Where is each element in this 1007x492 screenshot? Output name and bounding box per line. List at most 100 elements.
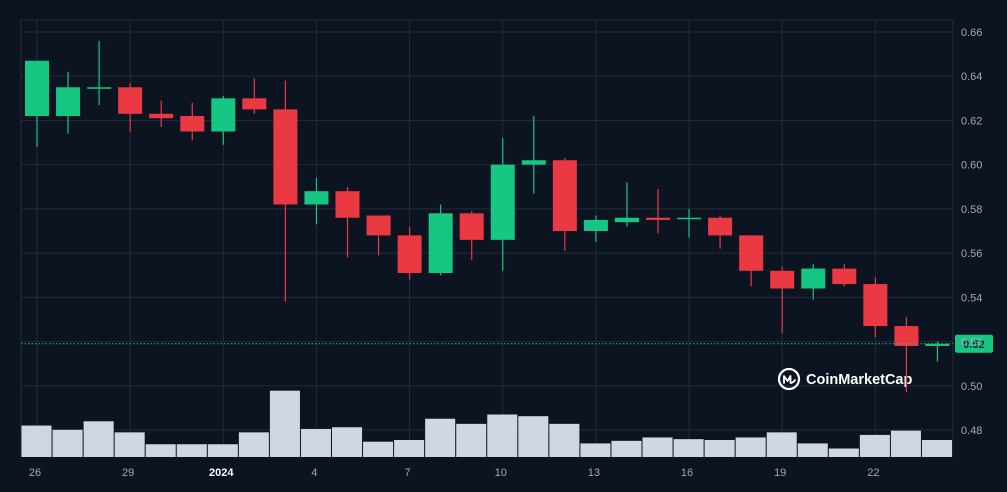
candle-body — [211, 98, 236, 132]
candle-down[interactable] — [459, 211, 484, 260]
volume-bar — [114, 432, 145, 457]
candle-up[interactable] — [614, 182, 639, 227]
candle-down[interactable] — [832, 264, 857, 287]
volume-bar — [145, 444, 176, 457]
volume-bar — [425, 418, 456, 457]
x-tick-label: 16 — [681, 467, 693, 479]
candle-down[interactable] — [770, 266, 795, 333]
x-tick-label: 13 — [588, 467, 600, 479]
candle-up[interactable] — [677, 208, 702, 238]
candle-body — [366, 215, 391, 236]
candle-down[interactable] — [397, 226, 422, 280]
candle-up[interactable] — [304, 177, 329, 225]
candle-up[interactable] — [801, 264, 826, 300]
candle-body — [397, 235, 422, 274]
y-tick-label: 0.54 — [961, 292, 982, 304]
candle-down[interactable] — [149, 100, 174, 128]
candle-down[interactable] — [894, 317, 919, 393]
volume-bar — [207, 444, 238, 457]
candle-body — [304, 191, 329, 205]
candle-body — [242, 98, 267, 110]
candle-down[interactable] — [335, 186, 360, 258]
candle-body — [863, 284, 888, 327]
coinmarketcap-watermark: CoinMarketCap — [777, 367, 912, 391]
volume-bar — [549, 423, 580, 457]
volume-bar — [859, 434, 890, 457]
candle-body — [708, 217, 733, 236]
candle-body — [832, 268, 857, 285]
candle-body — [646, 217, 670, 220]
candle-body — [87, 87, 112, 89]
candle-up[interactable] — [521, 116, 546, 194]
x-tick-label: 29 — [122, 467, 134, 479]
volume-bars — [21, 390, 952, 457]
candle-down[interactable] — [646, 188, 670, 234]
candles — [25, 40, 950, 393]
candle-up[interactable] — [428, 204, 453, 276]
candle-up[interactable] — [583, 215, 608, 243]
candle-up[interactable] — [211, 96, 236, 145]
y-tick-label: 0.60 — [961, 160, 982, 172]
candle-down[interactable] — [863, 277, 888, 338]
candle-down[interactable] — [739, 235, 764, 287]
x-tick-label: 26 — [29, 467, 41, 479]
x-axis: 26 29 2024 4 7 10 13 16 19 22 — [29, 467, 880, 479]
candle-down[interactable] — [118, 82, 143, 132]
volume-bar — [704, 440, 735, 457]
candle-up[interactable] — [490, 138, 515, 271]
volume-bar — [456, 423, 487, 457]
volume-bar — [673, 439, 704, 457]
volume-bar — [363, 441, 394, 457]
candle-body — [801, 268, 826, 289]
candle-body — [428, 213, 453, 274]
candle-down[interactable] — [366, 215, 391, 256]
candle-body — [118, 87, 143, 114]
candle-up[interactable] — [25, 60, 49, 147]
x-tick-label: 19 — [774, 467, 786, 479]
y-tick-label: 0.66 — [961, 27, 982, 39]
y-tick-label: 0.52 — [961, 337, 982, 349]
y-tick-label: 0.58 — [961, 204, 982, 216]
volume-bar — [332, 427, 363, 457]
candle-body — [614, 217, 639, 223]
volume-bar — [611, 440, 642, 457]
candle-down[interactable] — [180, 102, 205, 141]
volume-bar — [735, 437, 766, 457]
candle-body — [335, 191, 360, 218]
candle-up[interactable] — [87, 40, 112, 105]
candle-body — [552, 160, 577, 231]
current-price-badge — [955, 334, 993, 353]
candle-body — [739, 235, 764, 271]
current-price-line: 0.52 — [21, 334, 993, 353]
candle-body — [583, 219, 608, 231]
candle-body — [56, 87, 81, 117]
candle-up[interactable] — [56, 71, 81, 134]
coinmarketcap-logo-icon — [777, 367, 801, 391]
candle-body — [925, 343, 950, 346]
volume-bar — [828, 448, 859, 457]
candle-down[interactable] — [273, 80, 298, 302]
volume-bar — [21, 425, 52, 457]
candle-body — [180, 116, 205, 132]
candle-down[interactable] — [552, 158, 577, 251]
volume-bar — [580, 443, 611, 457]
volume-bar — [394, 440, 425, 457]
candle-down[interactable] — [708, 215, 733, 249]
candle-body — [770, 270, 795, 289]
volume-bar — [797, 443, 828, 457]
volume-bar — [238, 432, 269, 457]
candle-body — [490, 164, 515, 240]
x-tick-label: 22 — [867, 467, 879, 479]
y-tick-label: 0.56 — [961, 248, 982, 260]
y-axis: 0.48 0.50 0.52 0.54 0.56 0.58 0.60 0.62 0.64 0.66 — [961, 27, 982, 437]
volume-bar — [300, 428, 331, 457]
current-price-label: 0.52 — [963, 339, 984, 351]
candle-up[interactable] — [925, 341, 950, 362]
candle-down[interactable] — [242, 78, 267, 114]
candle-body — [25, 60, 49, 117]
x-tick-label: 7 — [405, 467, 411, 479]
volume-bar — [52, 429, 83, 457]
